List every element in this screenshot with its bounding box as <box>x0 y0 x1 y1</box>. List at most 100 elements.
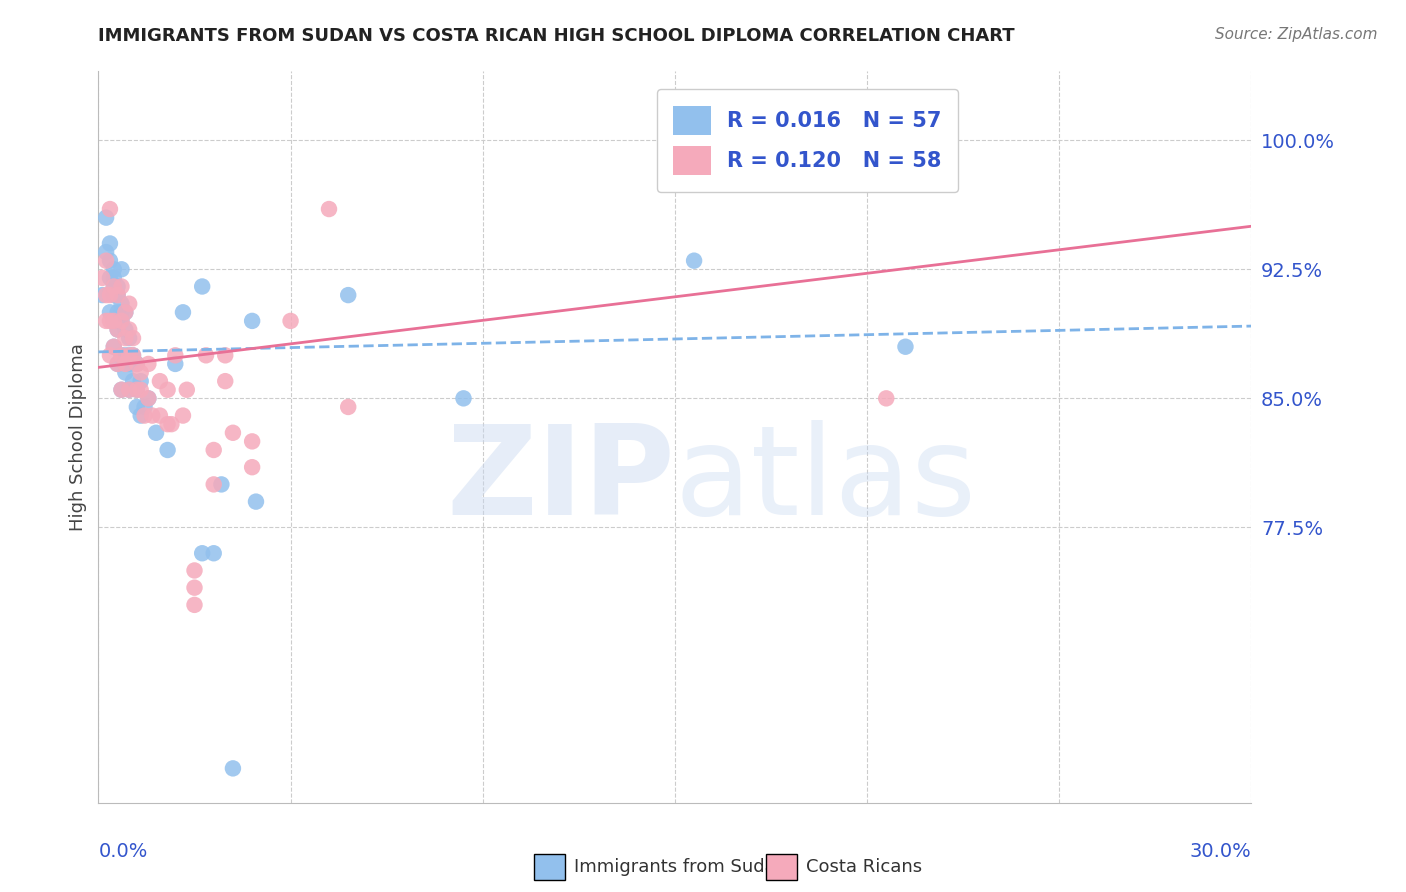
Point <box>118 322 141 336</box>
Point <box>110 314 132 328</box>
Point <box>156 383 179 397</box>
Point <box>114 322 136 336</box>
Point <box>118 331 141 345</box>
Y-axis label: High School Diploma: High School Diploma <box>69 343 87 531</box>
Point <box>129 383 152 397</box>
Point <box>98 202 121 216</box>
Point <box>683 253 706 268</box>
Text: atlas: atlas <box>675 420 977 541</box>
Point <box>114 348 136 362</box>
Point <box>165 348 187 362</box>
Text: Immigrants from Sudan: Immigrants from Sudan <box>574 858 787 876</box>
Point <box>98 314 121 328</box>
Point <box>103 314 125 328</box>
Point <box>103 340 125 354</box>
Point <box>103 279 125 293</box>
Point <box>118 348 141 362</box>
Point <box>107 357 129 371</box>
Point <box>134 409 156 423</box>
Point <box>141 409 163 423</box>
Text: 30.0%: 30.0% <box>1189 842 1251 861</box>
Point <box>145 425 167 440</box>
Point <box>110 383 132 397</box>
Point <box>318 202 340 216</box>
Point <box>129 366 152 380</box>
Point <box>94 253 117 268</box>
Point <box>122 348 145 362</box>
Point <box>125 357 148 371</box>
Point <box>214 348 236 362</box>
Point <box>125 400 148 414</box>
Point <box>118 383 141 397</box>
Point <box>94 314 117 328</box>
Point <box>107 322 129 336</box>
Point <box>195 348 218 362</box>
Point <box>114 305 136 319</box>
Point <box>98 236 121 251</box>
Point <box>183 598 205 612</box>
Point <box>125 357 148 371</box>
Point <box>98 348 121 362</box>
Point <box>214 374 236 388</box>
Point <box>280 314 302 328</box>
Point <box>894 340 917 354</box>
Point <box>110 279 132 293</box>
Text: Source: ZipAtlas.com: Source: ZipAtlas.com <box>1215 27 1378 42</box>
Point <box>240 314 263 328</box>
Point <box>191 279 214 293</box>
Point <box>129 374 152 388</box>
Point <box>107 314 129 328</box>
Point <box>222 425 245 440</box>
Point <box>118 348 141 362</box>
Point <box>110 305 132 319</box>
Text: Costa Ricans: Costa Ricans <box>806 858 922 876</box>
Point <box>103 262 125 277</box>
Point <box>222 761 245 775</box>
Point <box>98 288 121 302</box>
Point <box>107 357 129 371</box>
Point <box>202 546 225 560</box>
Point <box>453 392 475 406</box>
Point <box>94 288 117 302</box>
Point <box>134 400 156 414</box>
Point <box>103 271 125 285</box>
Point <box>172 305 194 319</box>
Point <box>114 366 136 380</box>
Point <box>337 400 360 414</box>
Point <box>240 460 263 475</box>
Text: ZIP: ZIP <box>446 420 675 541</box>
Point <box>240 434 263 449</box>
Point <box>103 340 125 354</box>
Point <box>149 409 172 423</box>
Text: 0.0%: 0.0% <box>98 842 148 861</box>
Point <box>149 374 172 388</box>
Point <box>122 331 145 345</box>
Point <box>202 442 225 457</box>
Point <box>183 564 205 578</box>
Point <box>156 417 179 432</box>
Point <box>98 253 121 268</box>
Point <box>209 477 232 491</box>
Point <box>114 305 136 319</box>
Point <box>110 296 132 310</box>
Point <box>129 409 152 423</box>
Point <box>98 271 121 285</box>
Point <box>337 288 360 302</box>
Point <box>118 383 141 397</box>
Point <box>110 383 132 397</box>
Point <box>125 383 148 397</box>
Point <box>107 288 129 302</box>
Point <box>94 245 117 260</box>
Point <box>122 374 145 388</box>
Point <box>138 392 160 406</box>
Point <box>107 322 129 336</box>
Point <box>138 392 160 406</box>
Point <box>125 383 148 397</box>
Point <box>138 357 160 371</box>
Point <box>183 581 205 595</box>
Point <box>191 546 214 560</box>
Point <box>98 305 121 319</box>
Text: IMMIGRANTS FROM SUDAN VS COSTA RICAN HIGH SCHOOL DIPLOMA CORRELATION CHART: IMMIGRANTS FROM SUDAN VS COSTA RICAN HIG… <box>98 27 1015 45</box>
Point <box>94 211 117 225</box>
Point <box>122 348 145 362</box>
